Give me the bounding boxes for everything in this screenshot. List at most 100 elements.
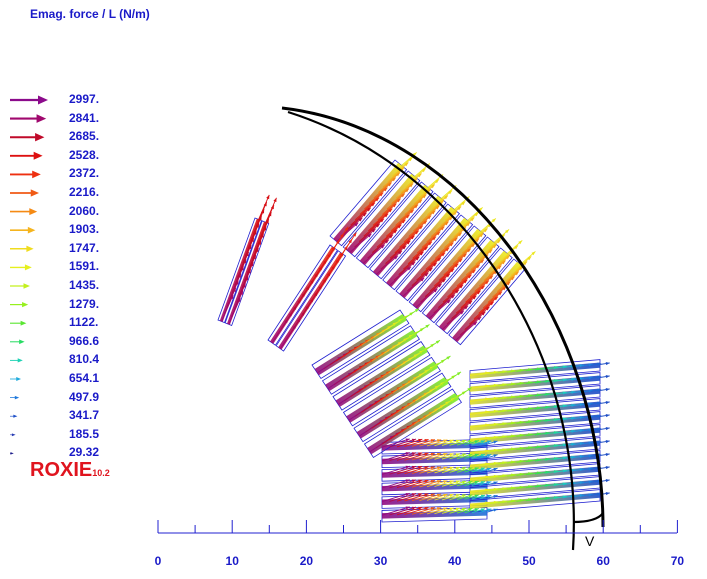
force-arrow: [340, 217, 363, 237]
force-arrow-head: [449, 439, 454, 443]
x-tick-label: 60: [597, 554, 611, 568]
force-arrow-head: [384, 213, 389, 218]
force-arrow-head: [474, 467, 479, 471]
force-arrow-head: [588, 441, 593, 445]
force-arrow-head: [488, 249, 493, 254]
force-arrow: [244, 254, 257, 281]
force-arrow: [234, 258, 247, 286]
logo-name: ROXIE: [30, 459, 93, 481]
x-axis: 0 10 20 30 40 50 60 70: [155, 520, 684, 568]
force-arrow: [364, 192, 384, 210]
force-arrow-head: [453, 237, 458, 242]
force-arrow-head: [510, 276, 515, 281]
force-arrow-head: [419, 251, 424, 256]
force-arrow: [389, 506, 417, 516]
force-arrow-head: [475, 238, 480, 243]
legend-arrow-head: [35, 133, 45, 142]
force-arrow: [407, 246, 429, 265]
force-arrow-head: [393, 229, 398, 234]
force-arrow-head: [420, 277, 425, 282]
force-arrow-head: [506, 281, 511, 286]
conductor-cell: [355, 181, 434, 269]
force-arrow: [411, 452, 436, 461]
force-arrow-head: [588, 376, 593, 380]
force-arrow-head: [441, 252, 446, 257]
force-arrow: [389, 479, 417, 489]
legend-arrow-head: [27, 226, 36, 234]
force-arrow-head: [424, 506, 429, 510]
force-arrow-head: [480, 481, 486, 485]
force-arrow-head: [427, 241, 432, 246]
force-arrow-head: [462, 439, 467, 443]
force-arrow-head: [588, 454, 593, 458]
force-arrow-head: [436, 231, 441, 236]
conductor-cell: [267, 244, 338, 346]
force-arrow: [404, 452, 429, 461]
force-arrow: [420, 283, 442, 303]
force-arrow: [249, 240, 262, 267]
force-arrow: [381, 438, 410, 448]
force-arrow-head: [477, 316, 482, 321]
force-arrow-head: [370, 202, 375, 207]
force-arrow: [390, 214, 410, 232]
force-arrow-head: [474, 508, 479, 512]
legend-arrow-head: [38, 95, 48, 105]
force-arrow: [363, 218, 385, 237]
legend-value: 2528.: [69, 147, 100, 162]
force-arrow: [420, 257, 442, 276]
force-arrow-head: [388, 208, 393, 213]
legend-arrow-head: [23, 283, 30, 289]
force-arrow-head: [597, 492, 602, 496]
force-arrow-head: [445, 273, 450, 278]
force-arrow-head: [402, 245, 407, 250]
force-arrow: [385, 245, 407, 264]
force-arrow: [411, 479, 436, 488]
force-arrow: [443, 258, 463, 276]
conductor-cell: [382, 203, 460, 291]
conductor-cell: [311, 309, 410, 379]
force-arrow: [350, 207, 372, 226]
force-arrow: [381, 224, 402, 243]
force-arrow-head: [423, 246, 428, 251]
force-arrow: [395, 209, 415, 226]
force-arrow: [333, 226, 349, 249]
conductor-cell: [224, 220, 270, 327]
force-arrow-head: [358, 217, 363, 222]
conductor-fill: [425, 239, 496, 321]
force-arrow: [368, 187, 388, 204]
force-arrow: [252, 233, 264, 259]
force-arrow-head: [449, 507, 454, 511]
force-arrow-head: [487, 467, 492, 471]
force-arrow-head: [487, 508, 492, 512]
force-arrow-head: [405, 492, 410, 496]
force-arrow-head: [492, 244, 497, 249]
force-arrow-head: [430, 452, 435, 456]
force-arrow: [425, 252, 446, 270]
force-arrow: [465, 285, 486, 303]
force-arrow: [430, 247, 450, 265]
force-arrow-head: [424, 479, 429, 483]
force-arrow: [257, 219, 270, 245]
force-arrow: [377, 203, 397, 221]
force-arrow-head: [383, 187, 388, 192]
iron-boundary: [281, 106, 605, 551]
force-arrow: [433, 294, 456, 314]
legend-value: 497.9: [69, 389, 100, 404]
force-arrow-head: [446, 356, 451, 360]
force-arrow: [404, 466, 429, 475]
force-arrow: [244, 230, 257, 257]
force-arrow-head: [395, 172, 400, 177]
force-arrow-head: [344, 226, 349, 231]
force-arrow-head: [436, 439, 442, 443]
force-arrow-head: [412, 152, 417, 157]
force-arrow-head: [430, 184, 435, 189]
legend-value: 2216.: [69, 185, 100, 199]
force-arrow-head: [388, 234, 394, 239]
force-arrow-head: [411, 479, 417, 483]
force-arrow: [255, 201, 268, 227]
force-arrow-head: [418, 199, 423, 204]
force-arrow-head: [424, 452, 429, 456]
force-arrow: [434, 242, 454, 259]
force-arrow: [469, 306, 490, 325]
force-arrow-head: [455, 453, 460, 457]
